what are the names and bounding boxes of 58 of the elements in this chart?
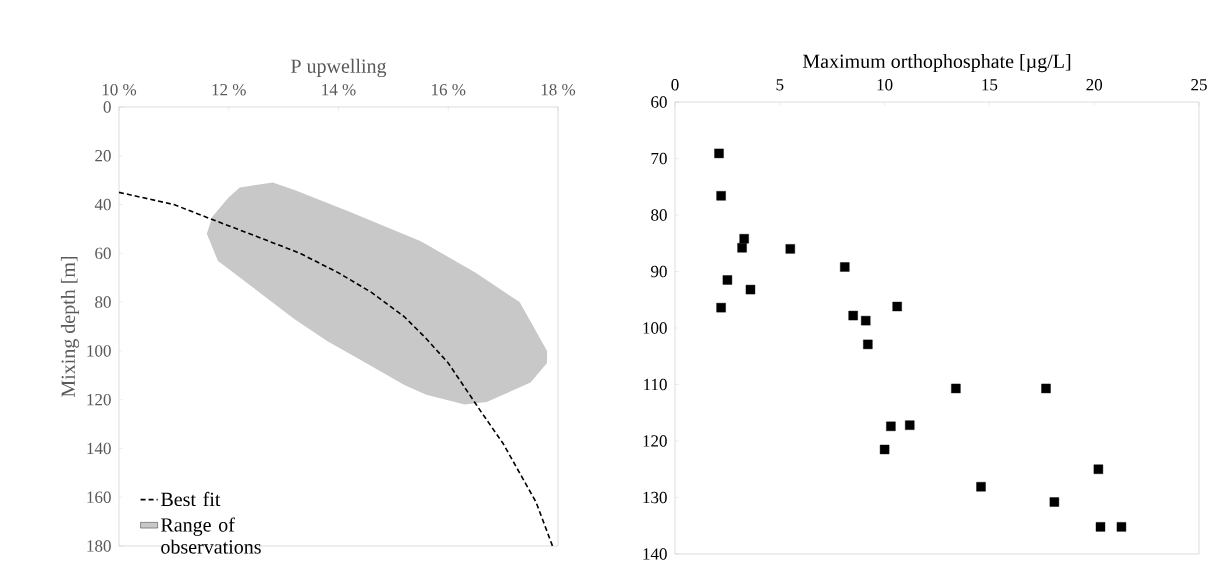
point [1116,522,1127,532]
point [714,148,724,159]
point [739,234,749,244]
x-tick-label: 16 % [432,83,466,96]
point [840,262,850,272]
point [861,315,871,326]
point [976,482,986,492]
point [785,244,795,254]
y-tick-label: 80 [651,209,667,221]
point [951,383,961,394]
point [848,310,858,321]
x-tick-label: 25 [1191,79,1207,91]
y-tick-label: 160 [87,491,111,503]
y-tick-label: 60 [95,247,111,260]
y-tick-label: 120 [87,393,111,406]
x-tick-label: 10 [877,79,893,91]
y-tick-label: 60 [651,96,667,108]
point [716,302,726,313]
point [1041,383,1051,394]
x-axis-title: Maximum orthophosphate [µg/L] [802,53,1071,73]
y-tick-label: 20 [95,150,111,162]
x-tick-label: 10 % [102,83,137,96]
y-tick-label: 100 [87,345,111,357]
y-tick-label: 70 [651,152,667,165]
x-tick-label: 18 % [541,83,576,96]
legend-label: Best fit [161,491,221,507]
x-tick-label: 15 [982,79,998,91]
y-axis-title: Mixing depth [m] [60,256,80,398]
y-tick-label: 120 [643,435,667,447]
x-tick-label: 14 % [322,83,356,96]
y-tick-label: 180 [87,540,111,552]
point [716,191,726,201]
point [863,339,873,350]
point [879,444,890,455]
y-tick-label: 100 [643,322,667,334]
x-tick-label: 12 % [212,83,246,96]
point [886,421,896,431]
point [1093,464,1104,474]
y-tick-label: 140 [87,442,111,455]
point [892,301,902,312]
point [1095,522,1106,532]
x-tick-label: 0 [671,79,679,91]
point [905,420,915,430]
x-tick-label: 20 [1086,79,1103,91]
point [737,243,747,253]
point [722,275,733,285]
legend-label: Range of observations [161,517,261,554]
y-tick-label: 90 [651,265,667,278]
x-axis-title: P upwelling [291,58,387,78]
y-tick-label: 40 [94,198,111,211]
y-tick-label: 80 [95,296,111,308]
x-tick-label: 5 [776,79,784,91]
y-tick-label: 130 [643,491,667,504]
point [1049,497,1060,507]
y-tick-label: 110 [644,378,667,391]
y-tick-label: 140 [643,548,667,560]
y-tick-label: 0 [103,101,111,113]
point [745,284,756,295]
